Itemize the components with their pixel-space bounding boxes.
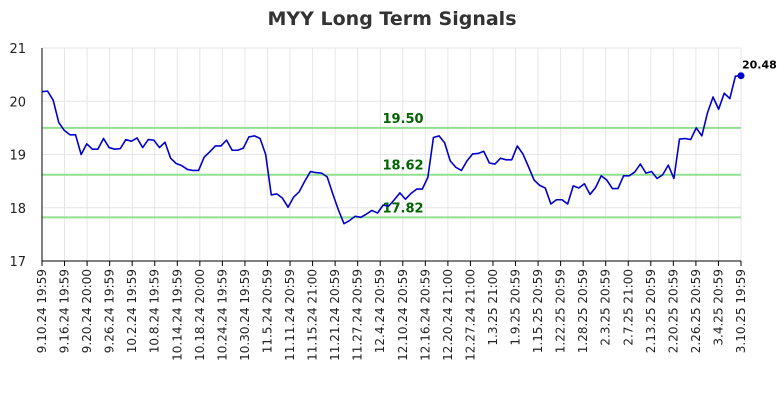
grid xyxy=(41,47,742,262)
x-tick-label: 12.4.24 20:59 xyxy=(373,269,387,353)
x-tick-label: 2.3.25 20:59 xyxy=(599,269,613,346)
signal-line-label: 18.62 xyxy=(382,159,423,174)
x-tick-label: 2.20.25 20:59 xyxy=(666,269,680,353)
x-tick-label: 11.15.24 21:00 xyxy=(306,269,320,361)
x-tick-label: 10.14.24 19:59 xyxy=(170,269,184,361)
x-tick-label: 11.27.24 20:59 xyxy=(351,269,365,361)
x-tick-label: 11.21.24 20:59 xyxy=(328,269,342,361)
y-tick-label: 17 xyxy=(9,255,26,270)
signal-line-label: 19.50 xyxy=(382,112,423,127)
x-tick-label: 9.10.24 19:59 xyxy=(35,269,49,353)
x-tick-label: 3.4.25 20:59 xyxy=(711,269,725,346)
last-point-marker xyxy=(737,72,745,80)
y-tick-label: 20 xyxy=(9,95,26,110)
last-point-label: 20.48 xyxy=(742,59,777,72)
x-tick-label: 2.13.25 20:59 xyxy=(644,269,658,353)
x-tick-labels: 9.10.24 19:59 9.16.24 19:59 9.20.24 20:00 9… xyxy=(35,269,748,361)
x-tick-label: 10.8.24 19:59 xyxy=(148,269,162,353)
x-tick-label: 11.11.24 20:59 xyxy=(283,269,297,361)
x-tick-label: 10.24.24 19:59 xyxy=(215,269,229,361)
x-tick-label: 12.20.24 21:00 xyxy=(441,269,455,361)
x-tick-label: 12.10.24 20:59 xyxy=(396,269,410,361)
x-tick-label: 1.9.25 20:59 xyxy=(509,269,523,346)
price-line xyxy=(41,74,742,225)
y-tick-labels: 17 18 19 20 21 xyxy=(9,42,26,270)
signal-lines: 19.50 18.62 17.82 xyxy=(42,112,741,219)
y-tick-label: 19 xyxy=(9,149,26,164)
x-tick-label: 2.7.25 21:00 xyxy=(621,269,635,346)
chart-title: MYY Long Term Signals xyxy=(267,8,516,30)
y-tick-label: 21 xyxy=(9,42,26,57)
series-group: 20.48 xyxy=(41,59,777,225)
x-tick-label: 10.30.24 19:59 xyxy=(238,269,252,361)
x-tick-label: 9.20.24 20:00 xyxy=(80,269,94,353)
x-tick-label: 10.18.24 20:00 xyxy=(193,269,207,361)
x-tick-label: 10.2.24 19:59 xyxy=(125,269,139,353)
x-tick-label: 1.28.25 20:59 xyxy=(576,269,590,353)
x-tick-label: 1.3.25 21:00 xyxy=(486,269,500,346)
signal-line-label: 17.82 xyxy=(382,201,423,216)
x-tick-label: 1.15.25 20:59 xyxy=(531,269,545,353)
x-tick-label: 9.16.24 19:59 xyxy=(58,269,72,353)
x-tick-label: 12.16.24 20:59 xyxy=(418,269,432,361)
x-tick-label: 3.10.25 19:59 xyxy=(734,269,748,353)
x-tick-label: 9.26.24 19:59 xyxy=(103,269,117,353)
axes xyxy=(41,48,742,266)
x-tick-label: 12.27.24 21:00 xyxy=(463,269,477,361)
x-tick-label: 1.22.25 20:59 xyxy=(554,269,568,353)
x-tick-label: 2.26.25 20:59 xyxy=(689,269,703,353)
y-tick-label: 18 xyxy=(9,202,26,217)
x-tick-label: 11.5.24 20:59 xyxy=(260,269,274,353)
